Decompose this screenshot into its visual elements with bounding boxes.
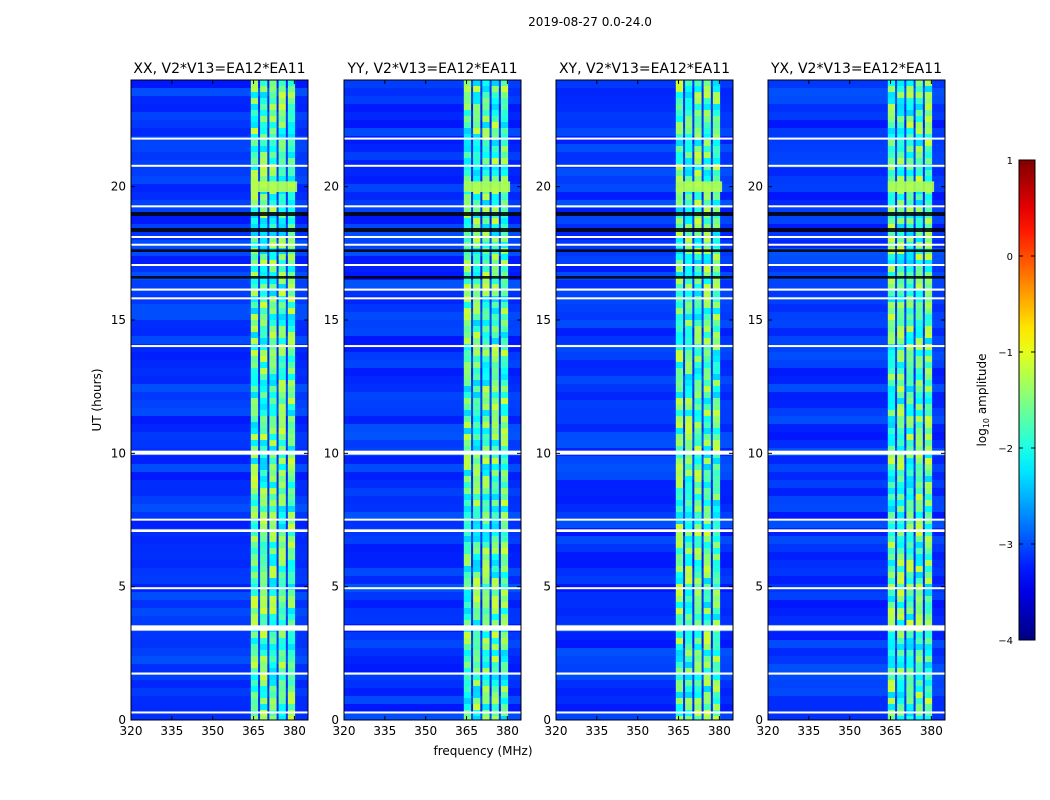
colorbar-label: log10 amplitude bbox=[975, 354, 991, 447]
x-tick-label: 335 bbox=[797, 724, 820, 738]
y-tick-label: 10 bbox=[324, 446, 339, 460]
y-tick-label: 15 bbox=[324, 313, 339, 327]
x-tick-label: 380 bbox=[283, 724, 306, 738]
y-tick-label: 20 bbox=[748, 180, 763, 194]
figure-suptitle: 2019-08-27 0.0-24.0 bbox=[528, 15, 652, 29]
panel-2: XY, V2*V13=EA12*EA11 320 335 350 365 380 0 5 10 1… bbox=[536, 61, 734, 738]
y-tick-label: 15 bbox=[536, 313, 551, 327]
y-tick-label: 20 bbox=[324, 180, 339, 194]
x-tick-label: 320 bbox=[120, 724, 143, 738]
colorbar: 1 0 −1 −2 −3 −4 log10 amplitude bbox=[975, 156, 1036, 647]
panel-0: XX, V2*V13=EA12*EA11 320 335 350 365 380 0 5 10 1… bbox=[111, 61, 309, 738]
axes-frame bbox=[555, 79, 734, 721]
x-tick-label: 320 bbox=[757, 724, 780, 738]
y-tick-label: 0 bbox=[543, 713, 551, 727]
y-tick-label: 10 bbox=[111, 446, 126, 460]
panel-title: YX, V2*V13=EA12*EA11 bbox=[770, 61, 942, 77]
y-tick-label: 0 bbox=[755, 713, 763, 727]
colorbar-tick-label: −4 bbox=[998, 636, 1013, 647]
colorbar-tick-label: −2 bbox=[998, 444, 1013, 455]
y-tick-label: 5 bbox=[331, 580, 339, 594]
y-tick-label: 20 bbox=[536, 180, 551, 194]
x-tick-label: 335 bbox=[585, 724, 608, 738]
colorbar-gradient bbox=[1018, 159, 1036, 641]
y-tick-label: 5 bbox=[543, 580, 551, 594]
x-tick-label: 350 bbox=[414, 724, 437, 738]
y-tick-label: 15 bbox=[111, 313, 126, 327]
x-tick-label: 380 bbox=[920, 724, 943, 738]
x-tick-label: 320 bbox=[333, 724, 356, 738]
panel-1: YY, V2*V13=EA12*EA11 320 335 350 365 380 0 5 10 1… bbox=[324, 61, 522, 738]
x-tick-label: 365 bbox=[879, 724, 902, 738]
y-tick-label: 0 bbox=[118, 713, 126, 727]
x-tick-label: 350 bbox=[838, 724, 861, 738]
x-tick-label: 320 bbox=[545, 724, 568, 738]
x-tick-label: 335 bbox=[373, 724, 396, 738]
axes-frame bbox=[130, 79, 309, 721]
panel-title: XY, V2*V13=EA12*EA11 bbox=[559, 61, 730, 77]
x-tick-label: 350 bbox=[201, 724, 224, 738]
x-tick-label: 335 bbox=[160, 724, 183, 738]
colorbar-tick-label: −3 bbox=[998, 540, 1013, 551]
x-tick-label: 365 bbox=[455, 724, 478, 738]
y-tick-label: 10 bbox=[748, 446, 763, 460]
x-tick-label: 380 bbox=[496, 724, 519, 738]
colorbar-tick-label: 1 bbox=[1007, 156, 1013, 167]
axes-frame bbox=[767, 79, 946, 721]
y-tick-label: 10 bbox=[536, 446, 551, 460]
x-tick-label: 350 bbox=[626, 724, 649, 738]
y-tick-label: 20 bbox=[111, 180, 126, 194]
panel-title: XX, V2*V13=EA12*EA11 bbox=[133, 61, 305, 77]
x-tick-label: 365 bbox=[242, 724, 265, 738]
y-tick-label: 5 bbox=[118, 580, 126, 594]
y-tick-label: 5 bbox=[755, 580, 763, 594]
colorbar-tick-label: 0 bbox=[1007, 252, 1013, 263]
x-tick-label: 380 bbox=[708, 724, 731, 738]
y-tick-label: 15 bbox=[748, 313, 763, 327]
panels: XX, V2*V13=EA12*EA11 320 335 350 365 380 0 5 10 1… bbox=[111, 61, 946, 738]
panel-3: YX, V2*V13=EA12*EA11 320 335 350 365 380 0 5 10 1… bbox=[748, 61, 946, 738]
colorbar-tick-label: −1 bbox=[998, 348, 1013, 359]
x-axis-label: frequency (MHz) bbox=[433, 744, 532, 758]
panel-title: YY, V2*V13=EA12*EA11 bbox=[346, 61, 517, 77]
y-tick-label: 0 bbox=[331, 713, 339, 727]
axes-frame bbox=[343, 79, 522, 721]
x-tick-label: 365 bbox=[667, 724, 690, 738]
y-axis-label: UT (hours) bbox=[90, 368, 104, 431]
